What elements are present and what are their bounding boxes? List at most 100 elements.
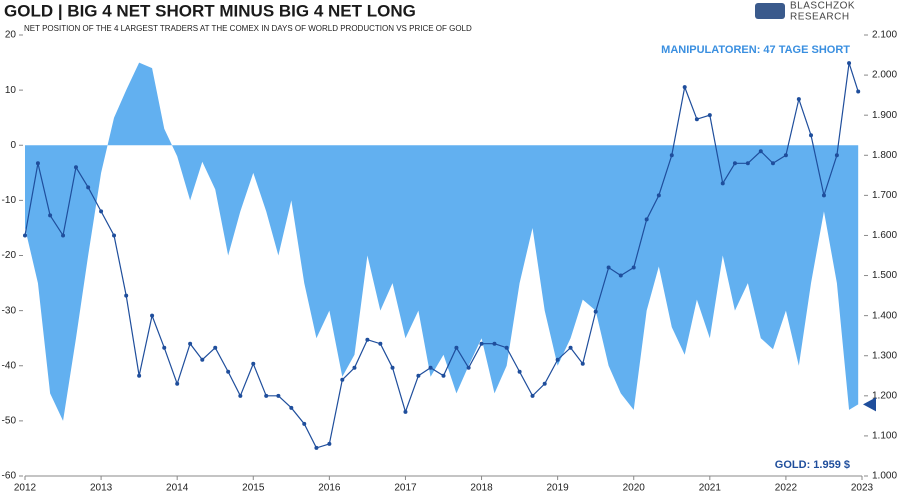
point — [856, 89, 861, 94]
point — [682, 85, 687, 90]
point — [124, 293, 129, 298]
y2-tick-label: 1.500 — [872, 270, 897, 281]
point — [73, 165, 78, 170]
x-tick-label: 2023 — [851, 483, 874, 494]
point — [378, 341, 383, 346]
point — [112, 233, 117, 238]
point — [327, 441, 332, 446]
point — [720, 181, 725, 186]
x-tick-label: 2019 — [547, 483, 570, 494]
y-tick-label: -50 — [2, 416, 17, 427]
point — [492, 341, 497, 346]
point — [340, 377, 345, 382]
logo-text: RESEARCH — [790, 12, 850, 23]
y2-tick-label: 2.100 — [872, 30, 897, 41]
y2-tick-label: 1.800 — [872, 150, 897, 161]
point — [783, 153, 788, 158]
y2-tick-label: 1.200 — [872, 390, 897, 401]
point — [99, 209, 104, 214]
point — [568, 345, 573, 350]
point — [758, 149, 763, 154]
chart-subtitle: NET POSITION OF THE 4 LARGEST TRADERS AT… — [24, 24, 472, 33]
point — [466, 365, 471, 370]
point — [213, 345, 218, 350]
x-tick-label: 2015 — [242, 483, 265, 494]
y-tick-label: 10 — [5, 85, 17, 96]
point — [770, 161, 775, 166]
point — [48, 213, 53, 218]
y-tick-label: -60 — [2, 471, 17, 482]
point — [479, 341, 484, 346]
x-tick-label: 2013 — [90, 483, 113, 494]
point — [732, 161, 737, 166]
point — [644, 217, 649, 222]
logo-icon — [755, 3, 785, 19]
y-tick-label: -10 — [2, 195, 17, 206]
point — [542, 381, 547, 386]
point — [428, 365, 433, 370]
y-tick-label: -20 — [2, 250, 17, 261]
point — [606, 265, 611, 270]
y2-tick-label: 1.000 — [872, 471, 897, 482]
x-tick-label: 2021 — [699, 483, 722, 494]
point — [618, 273, 623, 278]
point — [61, 233, 66, 238]
point — [694, 117, 699, 122]
point — [238, 393, 243, 398]
point — [35, 161, 40, 166]
point — [707, 113, 712, 118]
point — [745, 161, 750, 166]
point — [200, 357, 205, 362]
point — [656, 193, 661, 198]
point — [86, 185, 91, 190]
point — [264, 393, 269, 398]
point — [150, 313, 155, 318]
y-tick-label: -40 — [2, 360, 17, 371]
point — [530, 393, 535, 398]
point — [555, 357, 560, 362]
point — [251, 361, 256, 366]
point — [302, 421, 307, 426]
logo-text: BLASCHZOK — [790, 1, 855, 12]
point — [834, 153, 839, 158]
point — [137, 373, 142, 378]
plot: 20 10 0 -10 -20 -30 -40 -50 -60 2.100 2.000 1.900 1.… — [2, 30, 898, 494]
x-tick-label: 2017 — [394, 483, 417, 494]
point — [809, 133, 814, 138]
y2-tick-label: 2.000 — [872, 70, 897, 81]
point — [631, 265, 636, 270]
point — [821, 193, 826, 198]
point — [517, 369, 522, 374]
y2-tick-label: 1.300 — [872, 350, 897, 361]
point — [454, 345, 459, 350]
area — [25, 62, 859, 421]
point — [162, 345, 167, 350]
point — [847, 61, 852, 66]
y-tick-label: 0 — [10, 140, 16, 151]
last-value-marker — [863, 397, 876, 412]
y2-tick-label: 1.900 — [872, 110, 897, 121]
point — [580, 361, 585, 366]
y2-tick-label: 1.400 — [872, 310, 897, 321]
point — [416, 373, 421, 378]
point — [352, 365, 357, 370]
point — [289, 405, 294, 410]
point — [175, 381, 180, 386]
point — [188, 341, 193, 346]
annotation: GOLD: 1.959 $ — [775, 459, 850, 471]
chart-title: GOLD | BIG 4 NET SHORT MINUS BIG 4 NET L… — [4, 1, 416, 20]
point — [593, 309, 598, 314]
y-tick-label: -30 — [2, 305, 17, 316]
point — [669, 153, 674, 158]
x-tick-label: 2014 — [166, 483, 189, 494]
logo: BLASCHZOK RESEARCH — [755, 1, 855, 23]
point — [276, 393, 281, 398]
x-tick-label: 2018 — [470, 483, 493, 494]
point — [504, 345, 509, 350]
point — [226, 369, 231, 374]
y-tick-label: 20 — [5, 30, 17, 41]
point — [23, 233, 27, 238]
x-tick-label: 2022 — [775, 483, 798, 494]
point — [441, 373, 446, 378]
point — [365, 337, 370, 342]
